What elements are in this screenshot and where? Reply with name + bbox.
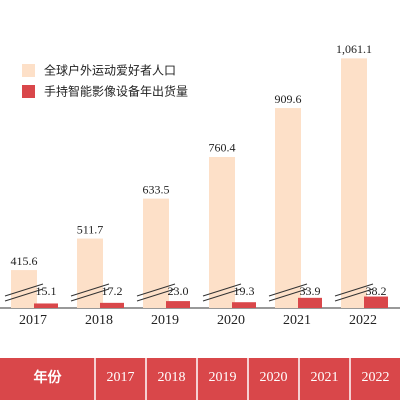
bar [166, 301, 190, 308]
value-label: 15.1 [36, 284, 57, 298]
axis-break [202, 283, 242, 297]
legend-label: 手持智能影像设备年出货量 [44, 84, 188, 99]
value-label: 633.5 [143, 182, 170, 196]
x-tick-label: 2017 [19, 313, 47, 328]
bar [341, 58, 367, 309]
table-header-cell: 年份 [34, 369, 63, 386]
x-tick-label: 2019 [151, 313, 179, 328]
legend-swatch [22, 85, 35, 98]
axis-break [70, 288, 110, 302]
axis-break [4, 288, 44, 302]
bar [77, 238, 103, 308]
axis-break [268, 283, 308, 297]
bar [209, 156, 235, 308]
bar [232, 302, 256, 308]
table-header-cell: 2022 [362, 370, 390, 385]
bar [275, 108, 301, 308]
axis-break [70, 283, 110, 297]
x-tick-label: 2018 [85, 313, 113, 328]
legend-swatch [22, 64, 35, 77]
table-header-cell: 2018 [158, 370, 186, 385]
bar [298, 297, 322, 308]
bar [364, 296, 388, 308]
value-label: 415.6 [11, 254, 38, 268]
value-label: 17.2 [102, 284, 123, 298]
table-header-cell: 2017 [107, 370, 135, 385]
value-label: 909.6 [275, 92, 302, 106]
value-label: 38.2 [366, 284, 387, 298]
value-label: 19.3 [234, 284, 255, 298]
x-tick-label: 2022 [349, 313, 377, 328]
x-tick-label: 2020 [217, 313, 245, 328]
value-label: 760.4 [209, 141, 236, 155]
axis-break [4, 283, 44, 297]
value-label: 33.9 [300, 284, 321, 298]
table-header-cell: 2019 [209, 370, 237, 385]
table-header-cell: 2021 [311, 370, 339, 385]
legend-label: 全球户外运动爱好者人口 [44, 63, 176, 78]
axis-break [268, 288, 308, 302]
bar [143, 198, 169, 308]
value-label: 23.0 [168, 284, 189, 298]
axis-break [334, 288, 374, 302]
table-header [0, 358, 400, 400]
bar [100, 302, 124, 308]
axis-break [136, 288, 176, 302]
axis-break [202, 288, 242, 302]
bar [11, 270, 37, 308]
axis-break [334, 283, 374, 297]
axis-break [136, 283, 176, 297]
value-label: 1,061.1 [336, 42, 372, 56]
table-header-cell: 2020 [260, 370, 288, 385]
bar [34, 303, 58, 308]
x-tick-label: 2021 [283, 313, 311, 328]
value-label: 511.7 [77, 222, 104, 236]
